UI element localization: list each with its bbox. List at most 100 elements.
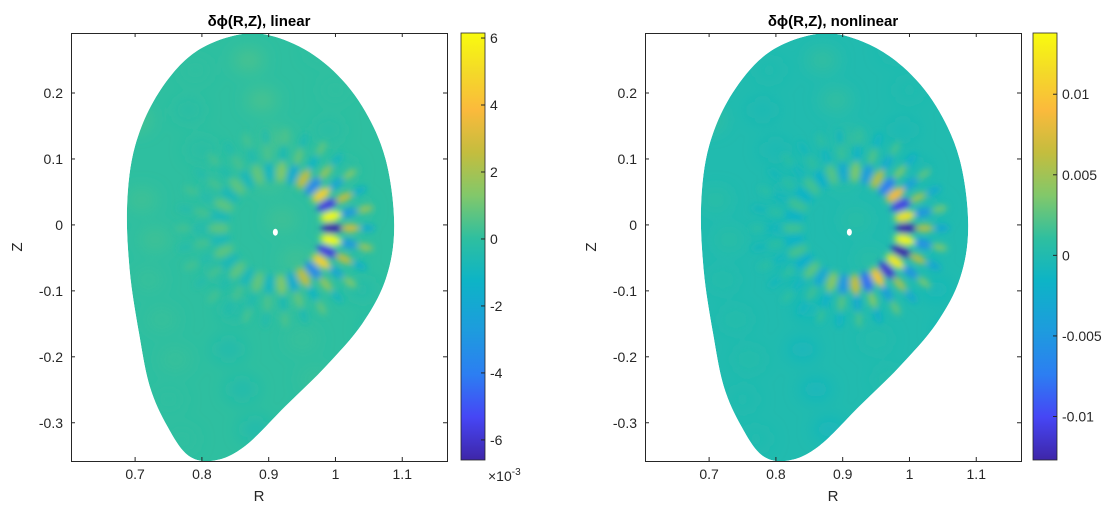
nonlinear-mode-blob — [781, 153, 794, 167]
nonlinear-mode-blob — [768, 168, 782, 180]
nonlinear-mode-blob — [933, 224, 950, 232]
linear-mode-blob — [264, 273, 275, 296]
linear-mode-blob — [229, 261, 246, 280]
linear-mode-blob — [357, 205, 374, 213]
linear-mode-blob — [213, 198, 234, 212]
linear-xtick-label: 0.9 — [259, 466, 279, 482]
linear-colorbar-tick-label: -4 — [490, 365, 503, 381]
nonlinear-mode-blob — [772, 253, 790, 264]
nonlinear-mode-blob — [806, 155, 818, 172]
linear-mode-blob — [193, 239, 211, 249]
linear-mode-blob — [207, 265, 223, 279]
linear-mode-blob — [281, 311, 289, 328]
linear-mode-blob — [311, 187, 331, 203]
linear-mode-blob — [183, 261, 199, 271]
nonlinear-mode-blob — [867, 290, 878, 309]
linear-mode-blob — [316, 198, 338, 212]
linear-mode-blob — [335, 253, 353, 264]
nonlinear-background-patch — [808, 51, 837, 70]
nonlinear-mode-blob — [838, 160, 849, 183]
linear-background-patch — [181, 61, 210, 80]
linear-mode-blob — [320, 211, 342, 222]
linear-mode-blob — [247, 148, 257, 166]
nonlinear-mode-blob — [881, 285, 893, 302]
linear-mode-blob — [328, 177, 344, 191]
nonlinear-mode-blob — [751, 243, 768, 252]
nonlinear-mode-blob — [792, 276, 806, 292]
linear-background-patch — [154, 390, 183, 409]
nonlinear-mode-blob — [861, 163, 873, 185]
linear-mode-blob — [339, 208, 358, 217]
linear-mode-blob — [218, 165, 232, 180]
nonlinear-mode-blob — [803, 261, 820, 280]
nonlinear-mode-blob — [925, 186, 941, 196]
nonlinear-background-patch — [788, 340, 817, 359]
nonlinear-mode-blob — [870, 267, 885, 288]
nonlinear-ytick-label: -0.2 — [613, 349, 637, 365]
linear-ytick-label: 0.2 — [44, 85, 64, 101]
nonlinear-mode-blob — [794, 253, 813, 270]
nonlinear-xtick-label: 1 — [906, 466, 914, 482]
linear-mode-blob — [251, 163, 264, 185]
linear-mode-blob — [177, 205, 194, 213]
linear-xlabel: R — [254, 488, 265, 505]
linear-mode-blob — [341, 224, 360, 233]
linear-colorbar-tick-label: 0 — [490, 231, 498, 247]
linear-xtick-label: 0.8 — [192, 466, 212, 482]
nonlinear-mode-blob — [902, 265, 918, 279]
linear-ytick-label: -0.1 — [39, 283, 63, 299]
nonlinear-mode-blob — [913, 239, 932, 249]
linear-xtick-label: 1 — [332, 466, 340, 482]
nonlinear-mode-blob — [892, 276, 907, 292]
linear-mode-blob — [321, 223, 344, 234]
nonlinear-colorbar-tick-label: -0.01 — [1062, 408, 1094, 424]
nonlinear-mode-blob — [757, 186, 773, 196]
nonlinear-mode-blob — [836, 311, 844, 328]
nonlinear-mode-blob — [821, 290, 831, 309]
linear-mode-blob — [296, 169, 311, 189]
nonlinear-ytick-label: -0.3 — [613, 415, 637, 431]
linear-colorbar — [460, 32, 486, 461]
nonlinear-mode-blob — [853, 144, 862, 163]
nonlinear-mode-blob — [836, 128, 844, 145]
nonlinear-background-patch — [855, 250, 884, 269]
nonlinear-title: δϕ(R,Z), nonlinear — [768, 13, 898, 30]
linear-mode-blob — [293, 148, 304, 166]
nonlinear-mode-blob — [904, 290, 917, 303]
nonlinear-background-patch — [715, 230, 744, 249]
nonlinear-xtick-label: 0.9 — [833, 466, 853, 482]
linear-background-patch — [134, 270, 163, 289]
nonlinear-background-patch — [708, 270, 737, 289]
linear-xtick-label: 1.1 — [393, 466, 413, 482]
linear-background-patch — [174, 101, 203, 120]
nonlinear-mode-blob — [768, 276, 782, 288]
nonlinear-mode-blob — [881, 155, 893, 172]
linear-background-patch — [234, 51, 263, 70]
nonlinear-mode-blob — [915, 224, 934, 233]
nonlinear-mode-blob — [781, 223, 804, 234]
linear-field — [126, 33, 395, 462]
nonlinear-mode-blob — [885, 253, 905, 270]
linear-mode-blob — [247, 290, 257, 309]
nonlinear-mode-blob — [767, 239, 785, 249]
nonlinear-mode-blob — [767, 208, 785, 217]
linear-mode-blob — [316, 300, 327, 315]
nonlinear-xtick-label: 0.7 — [699, 466, 719, 482]
nonlinear-mode-blob — [782, 211, 805, 222]
linear-mode-blob — [359, 224, 376, 232]
linear-mode-blob — [357, 243, 374, 252]
linear-mode-blob — [262, 128, 270, 145]
linear-colorbar-exponent-label: ×10-3 — [488, 467, 521, 484]
linear-background-patch — [314, 121, 343, 140]
nonlinear-mode-blob — [931, 205, 948, 213]
linear-mode-blob — [318, 276, 333, 292]
nonlinear-mode-blob — [825, 163, 838, 185]
linear-ytick-label: -0.2 — [39, 349, 63, 365]
linear-mode-blob — [224, 141, 235, 156]
nonlinear-background-patch — [755, 61, 784, 80]
nonlinear-mode-blob — [850, 273, 861, 296]
linear-mode-blob — [281, 128, 289, 145]
nonlinear-background-patch — [701, 190, 730, 209]
linear-mode-blob — [328, 265, 344, 279]
